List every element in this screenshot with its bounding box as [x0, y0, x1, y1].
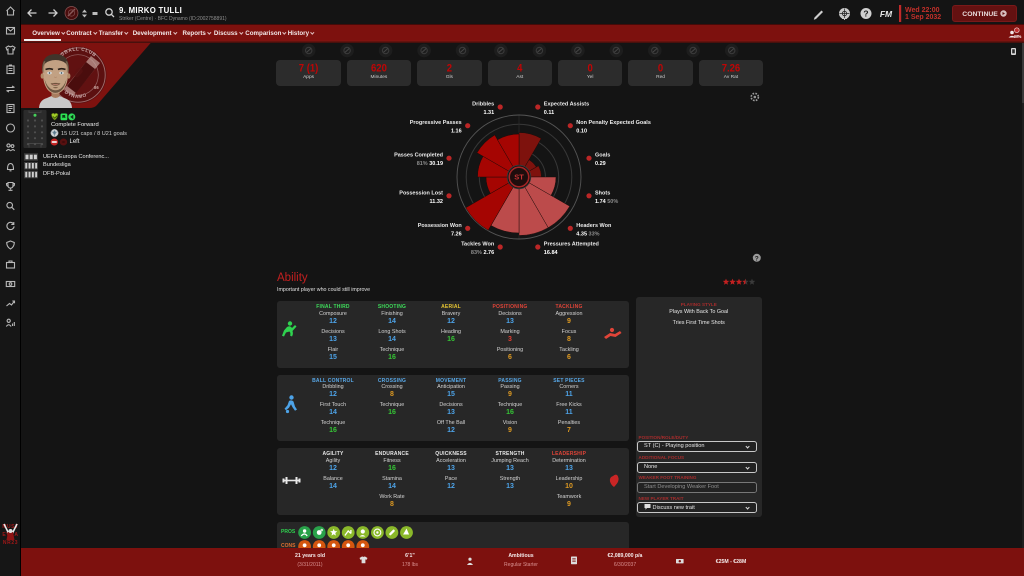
- svg-text:1.31: 1.31: [483, 110, 494, 116]
- svg-text:Headers Won: Headers Won: [576, 223, 612, 229]
- svg-text:?: ?: [863, 9, 868, 19]
- svg-text:ST: ST: [514, 173, 524, 182]
- svg-text:Expected Assists: Expected Assists: [544, 102, 589, 108]
- svg-text:83% 2.76: 83% 2.76: [471, 250, 494, 256]
- svg-text:FM: FM: [880, 9, 893, 19]
- svg-text:86: 86: [94, 85, 99, 90]
- svg-text:0.10: 0.10: [576, 129, 587, 135]
- svg-text:11.32: 11.32: [430, 199, 443, 205]
- svg-text:NR23: NR23: [3, 540, 18, 546]
- svg-text:Non Penalty Expected Goals: Non Penalty Expected Goals: [576, 120, 651, 126]
- svg-text:MUST: MUST: [2, 524, 19, 530]
- svg-text:Shots: Shots: [595, 190, 610, 196]
- svg-text:Tackles Won: Tackles Won: [461, 242, 495, 248]
- svg-text:4.35 33%: 4.35 33%: [576, 231, 599, 237]
- svg-text:M%: M%: [1014, 34, 1021, 39]
- svg-text:81% 30.19: 81% 30.19: [417, 161, 443, 167]
- svg-text:Pressures Attempted: Pressures Attempted: [544, 242, 599, 248]
- svg-text:Possession Won: Possession Won: [418, 223, 463, 229]
- svg-text:0.29: 0.29: [595, 161, 606, 167]
- svg-text:1.74 50%: 1.74 50%: [595, 199, 618, 205]
- svg-text:Dribbles: Dribbles: [472, 102, 494, 108]
- svg-text:0.11: 0.11: [544, 110, 554, 116]
- svg-text:Passes Completed: Passes Completed: [394, 153, 443, 159]
- svg-text:16.84: 16.84: [544, 250, 559, 256]
- svg-text:1.16: 1.16: [451, 129, 462, 135]
- svg-text:?: ?: [755, 256, 759, 263]
- svg-text:Progressive Passes: Progressive Passes: [410, 120, 462, 126]
- svg-text:7.26: 7.26: [451, 231, 462, 237]
- svg-text:Goals: Goals: [595, 153, 610, 159]
- svg-text:Possession Lost: Possession Lost: [399, 190, 443, 196]
